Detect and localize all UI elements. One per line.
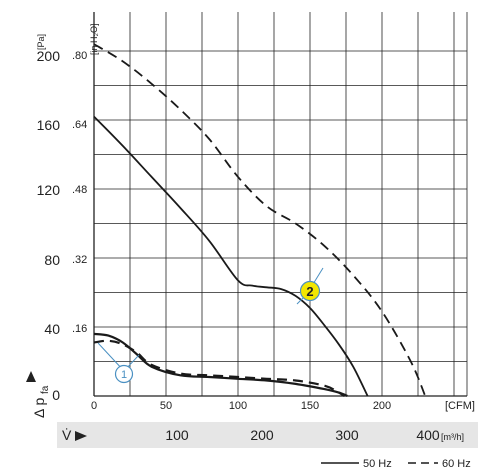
- marker-2-label: 2: [306, 284, 313, 299]
- curve-2-50hz-line: [93, 115, 369, 397]
- inh2o-tick: .32: [72, 254, 87, 266]
- marker-1-circle: [114, 364, 134, 384]
- m3h-axis-band: [57, 422, 478, 448]
- cfm-tick: 150: [301, 400, 319, 412]
- pa-unit-label: [Pa]: [36, 34, 46, 50]
- inh2o-tick: .80: [72, 50, 87, 62]
- curve-1-60hz-line: [93, 339, 346, 397]
- x-axis-symbol-text: V̇: [62, 427, 72, 443]
- pa-tick: 80: [44, 252, 60, 268]
- performance-curves: [93, 43, 427, 398]
- legend: 50 Hz 60 Hz: [321, 458, 471, 470]
- inh2o-tick-labels: .80 .64 .48 .32 .16: [72, 50, 87, 335]
- m3h-tick: 100: [165, 427, 189, 443]
- m3h-tick: 200: [250, 427, 274, 443]
- m3h-tick: 300: [335, 427, 359, 443]
- curve-2-60hz-line: [93, 43, 427, 397]
- legend-60hz-label: 60 Hz: [442, 458, 471, 470]
- pa-tick: 40: [44, 321, 60, 337]
- cfm-tick: 0: [91, 400, 97, 412]
- marker-1-label: 1: [121, 369, 127, 381]
- pa-tick: 120: [37, 182, 61, 198]
- chart-grid: [93, 12, 468, 397]
- y-axis-symbol: Δ p fa: [26, 371, 51, 418]
- pa-tick: 200: [37, 48, 61, 64]
- curve-2-marker: 2: [296, 267, 324, 305]
- cfm-tick: 100: [229, 400, 247, 412]
- cfm-tick-labels: 0 50 100 150 200 [CFM]: [91, 400, 475, 412]
- m3h-unit-label: [m³/h]: [441, 432, 464, 442]
- cfm-unit-label: [CFM]: [445, 400, 475, 412]
- y-axis-symbol-text: Δ p: [31, 398, 47, 418]
- y-axis-symbol-subscript: fa: [40, 385, 51, 394]
- pa-tick-labels: 200 160 120 80 40 0: [37, 48, 61, 403]
- m3h-tick-labels: 100 200 300 400 [m³/h]: [165, 427, 464, 443]
- cfm-tick: 200: [373, 400, 391, 412]
- curve-1-50hz-line: [93, 332, 348, 398]
- cfm-tick: 50: [160, 400, 172, 412]
- y-axis-arrow-icon: [26, 371, 36, 382]
- pa-tick: 160: [37, 117, 61, 133]
- inh2o-tick: .64: [72, 119, 87, 131]
- x-axis-symbol: V̇: [62, 427, 87, 443]
- legend-50hz-label: 50 Hz: [363, 458, 392, 470]
- curve-1-marker: 1: [97, 342, 140, 384]
- pa-tick: 0: [52, 387, 60, 403]
- m3h-tick: 400: [416, 427, 440, 443]
- x-axis-arrow-icon: [75, 431, 87, 441]
- inh2o-tick: .16: [72, 323, 87, 335]
- inh2o-tick: .48: [72, 184, 87, 196]
- marker-2-circle: [299, 280, 321, 302]
